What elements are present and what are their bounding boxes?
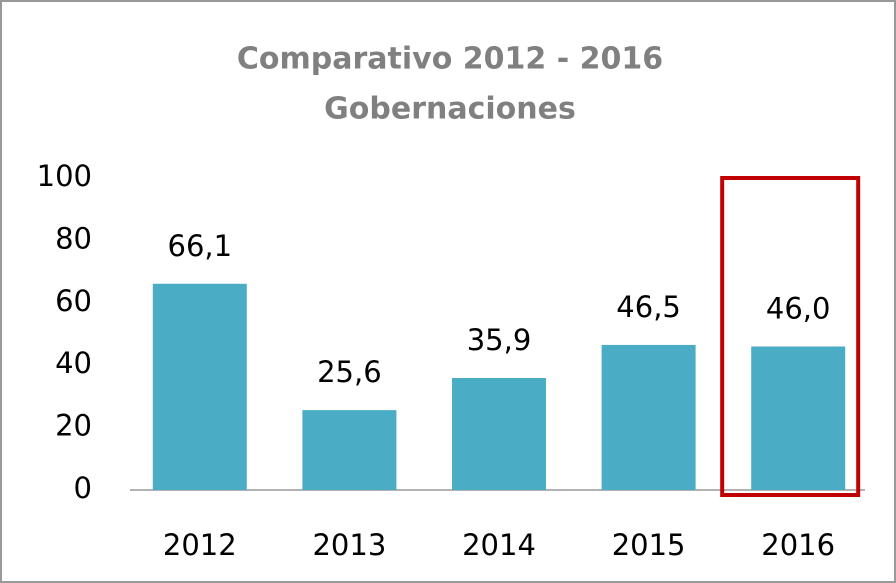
y-tick-label: 60 [55,284,92,318]
x-tick-label: 2014 [462,528,536,562]
y-tick-label: 100 [37,159,92,193]
highlight-box [720,176,861,497]
y-tick-label: 20 [55,409,92,443]
y-tick-label: 0 [74,471,92,505]
bar [601,344,696,490]
value-label: 46,5 [616,290,681,324]
value-label: 35,9 [467,323,532,357]
bar [302,410,397,490]
y-tick-label: 40 [55,346,92,380]
bar [452,377,546,490]
value-label: 46,0 [766,291,831,325]
x-tick-label: 2016 [761,528,835,562]
value-label: 66,1 [168,229,233,263]
bar [751,346,846,490]
chart-title: Comparativo 2012 - 2016 [237,42,663,77]
chart-subtitle: Gobernaciones [324,92,576,127]
x-tick-label: 2013 [312,528,386,562]
x-tick-label: 2015 [612,528,686,562]
bar [152,283,247,490]
y-tick-label: 80 [55,221,92,255]
value-label: 25,6 [317,355,382,389]
x-tick-label: 2012 [163,528,237,562]
